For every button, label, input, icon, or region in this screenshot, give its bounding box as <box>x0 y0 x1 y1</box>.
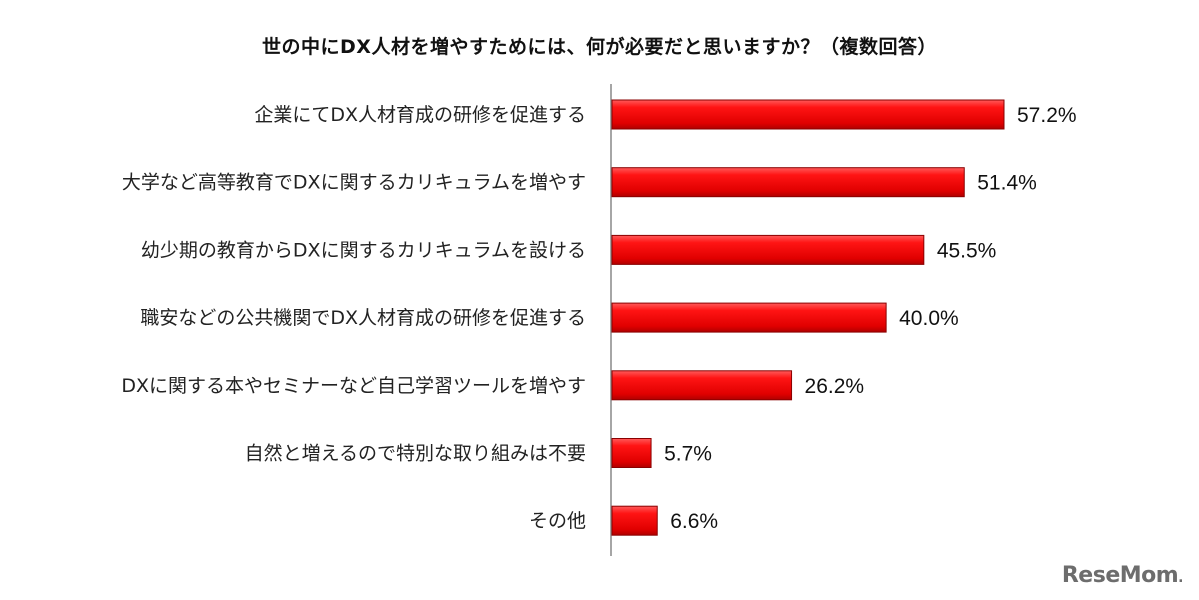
bar <box>611 370 793 401</box>
category-label: 大学など高等教育でDXに関するカリキュラムを増やす <box>122 172 586 194</box>
watermark-suffix: . <box>1178 570 1183 586</box>
category-label: DXに関する本やセミナーなど自己学習ツールを増やす <box>121 375 586 397</box>
value-label: 51.4% <box>977 172 1037 195</box>
value-label: 40.0% <box>899 307 959 330</box>
category-label: 幼少期の教育からDXに関するカリキュラムを設ける <box>141 239 586 261</box>
bar <box>611 302 887 333</box>
category-label: 自然と増えるので特別な取り組みは不要 <box>245 443 586 465</box>
bar <box>611 505 658 536</box>
value-label: 5.7% <box>664 443 712 466</box>
resemom-logo: ReseMom. <box>1061 563 1184 588</box>
bar <box>611 99 1005 130</box>
category-label: 企業にてDX人材育成の研修を促進する <box>254 104 586 126</box>
bar <box>611 438 652 468</box>
category-label: 職安などの公共機関でDX人材育成の研修を促進する <box>140 307 586 329</box>
value-label: 26.2% <box>805 375 865 398</box>
chart-title: 世の中にDX人材を増やすためには、何が必要だと思いますか？（複数回答） <box>262 36 937 58</box>
bar <box>611 167 965 198</box>
watermark-text: ReseMom <box>1061 563 1179 588</box>
category-label: その他 <box>529 510 586 532</box>
value-label: 6.6% <box>670 510 718 533</box>
value-label: 57.2% <box>1017 104 1077 127</box>
value-label: 45.5% <box>937 239 997 262</box>
bar <box>611 234 925 265</box>
